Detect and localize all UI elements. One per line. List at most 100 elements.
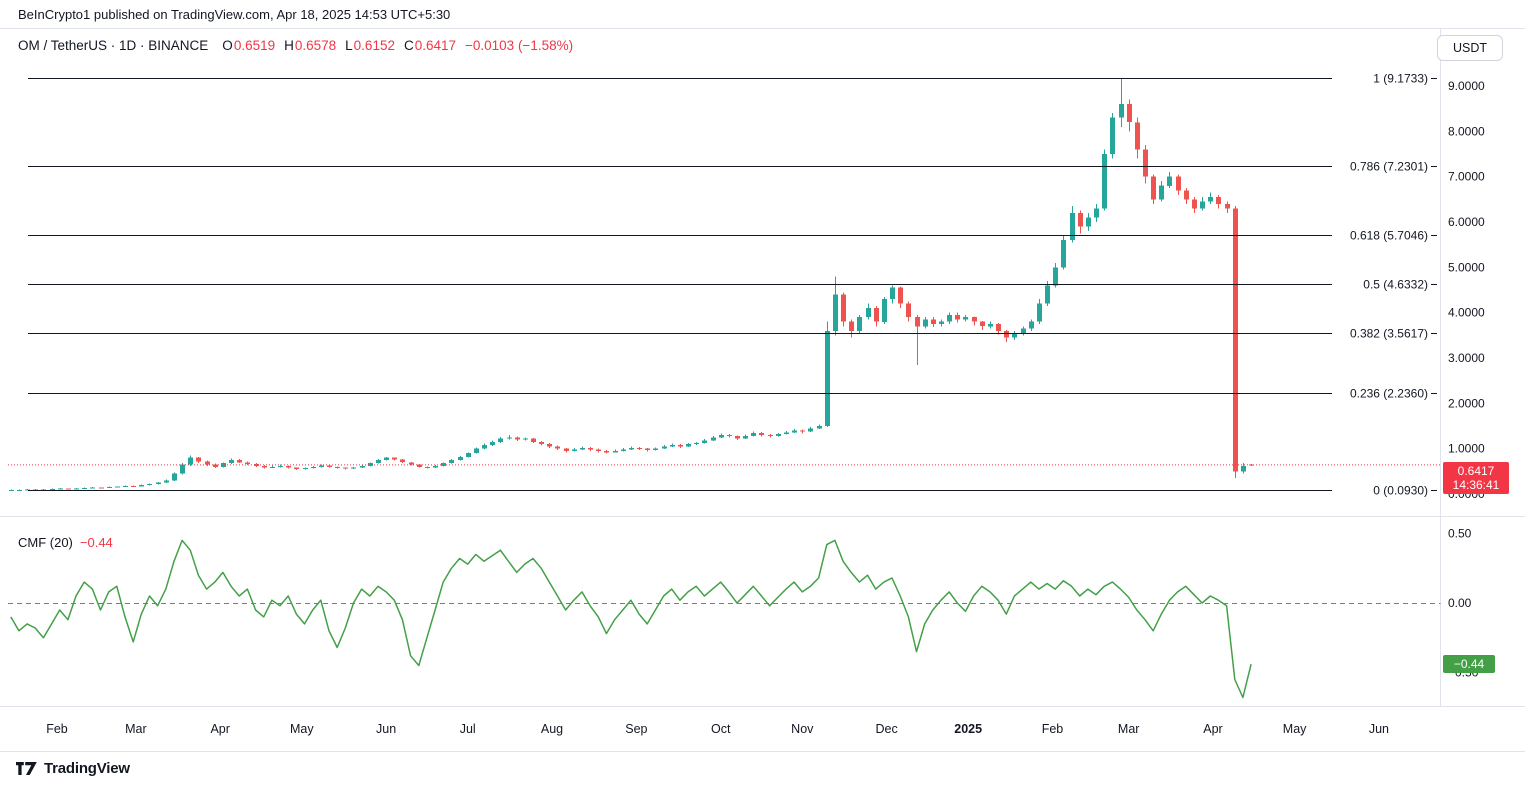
candle-body — [955, 314, 960, 320]
time-axis-label[interactable]: Feb — [1042, 722, 1064, 736]
time-axis-label[interactable]: May — [1283, 722, 1307, 736]
price-tick-label[interactable]: 6.0000 — [1448, 215, 1485, 229]
time-axis-label[interactable]: Jun — [1369, 722, 1389, 736]
time-axis-label[interactable]: Jun — [376, 722, 396, 736]
candle-body — [286, 465, 291, 468]
candle-body — [588, 447, 593, 450]
candle-body — [1135, 122, 1140, 150]
candle-body — [890, 287, 895, 299]
candle-body — [686, 444, 691, 447]
time-axis-label[interactable]: Apr — [210, 722, 229, 736]
candle-body — [188, 457, 193, 465]
candle-body — [849, 321, 854, 331]
candle-body — [1037, 303, 1042, 322]
candle-body — [694, 443, 699, 445]
candle-body — [857, 317, 862, 331]
candle-body — [409, 462, 414, 465]
candle-body — [417, 464, 422, 467]
cmf-tick-label[interactable]: 0.00 — [1448, 596, 1472, 610]
symbol-title[interactable]: OM / TetherUS · 1D · BINANCE — [18, 38, 209, 53]
price-tick-label[interactable]: 1.0000 — [1448, 442, 1485, 456]
candle-body — [523, 438, 528, 440]
candle-body — [1012, 333, 1017, 338]
time-axis-label[interactable]: Jul — [460, 722, 476, 736]
time-axis-label[interactable]: Dec — [875, 722, 897, 736]
time-axis-label[interactable]: Sep — [625, 722, 647, 736]
candle-body — [645, 448, 650, 451]
candle-body — [9, 489, 14, 491]
candle-body — [898, 287, 903, 304]
time-axis-label[interactable]: Nov — [791, 722, 814, 736]
time-axis-label[interactable]: Mar — [125, 722, 147, 736]
cmf-tick-label[interactable]: 0.50 — [1448, 527, 1472, 541]
candle-body — [939, 321, 944, 324]
candle-body — [784, 432, 789, 435]
candle-body — [17, 489, 22, 491]
candle-body — [164, 480, 169, 483]
candle-body — [1070, 212, 1075, 241]
open-label: O — [222, 38, 233, 53]
time-axis-label[interactable]: Feb — [46, 722, 68, 736]
candle-body — [99, 487, 104, 489]
candle-body — [711, 437, 716, 441]
candle-body — [1110, 117, 1115, 154]
price-tick-label[interactable]: 8.0000 — [1448, 124, 1485, 138]
candle-body — [327, 465, 332, 467]
time-axis-label[interactable]: 2025 — [954, 722, 982, 736]
time-axis-label[interactable]: May — [290, 722, 314, 736]
candle-body — [1053, 267, 1058, 286]
time-axis-label[interactable]: Aug — [541, 722, 563, 736]
fib-label: 0 (0.0930) — [1373, 484, 1428, 498]
time-axis-label[interactable]: Oct — [711, 722, 731, 736]
candle-body — [237, 460, 242, 463]
candle-body — [580, 447, 585, 450]
candle-body — [213, 464, 218, 467]
currency-toggle-button[interactable]: USDT — [1436, 35, 1503, 61]
candle-body — [1119, 104, 1124, 118]
price-tick-label[interactable]: 7.0000 — [1448, 170, 1485, 184]
low-group: L0.6152 — [345, 38, 395, 53]
price-tick-label[interactable]: 2.0000 — [1448, 396, 1485, 410]
time-axis-label[interactable]: Mar — [1118, 722, 1140, 736]
candle-body — [988, 324, 993, 327]
candle-body — [139, 484, 144, 487]
candle-body — [1192, 199, 1197, 209]
price-tick-label[interactable]: 3.0000 — [1448, 351, 1485, 365]
indicator-row: CMF (20) −0.44 — [18, 535, 113, 550]
change-value: −0.0103 (−1.58%) — [465, 38, 574, 53]
candle-body — [115, 486, 120, 488]
candle-body — [596, 449, 601, 451]
candle-body — [1061, 240, 1066, 268]
candle-body — [719, 435, 724, 438]
candle-body — [74, 488, 79, 490]
candle-body — [400, 459, 405, 463]
price-tick-label[interactable]: 9.0000 — [1448, 79, 1485, 93]
candle-body — [270, 466, 275, 468]
candle-body — [947, 314, 952, 322]
candle-body — [972, 317, 977, 322]
candle-body — [1249, 464, 1254, 466]
candle-body — [866, 308, 871, 318]
price-tick-label[interactable]: 4.0000 — [1448, 306, 1485, 320]
open-value: 0.6519 — [233, 38, 276, 53]
candle-body — [82, 488, 87, 490]
last-price-badge: 0.6417 14:36:41 — [1443, 462, 1509, 494]
candle-body — [564, 448, 569, 451]
chart-canvas[interactable]: 1 (9.1733) 0.786 (7.2301) 0.618 (5.7046) 0.… — [0, 29, 1525, 751]
time-axis-label[interactable]: Apr — [1203, 722, 1222, 736]
candle-body — [498, 438, 503, 442]
cmf-indicator-label[interactable]: CMF (20) — [18, 535, 73, 550]
fib-label: 0.382 (3.5617) — [1350, 327, 1428, 341]
tradingview-logo-icon[interactable] — [16, 761, 37, 775]
candle-body — [531, 438, 536, 442]
low-label: L — [345, 38, 353, 53]
attribution-text: BeInCrypto1 published on TradingView.com… — [18, 6, 451, 22]
candle-body — [147, 484, 152, 485]
candle-body — [482, 445, 487, 449]
high-group: H0.6578 — [284, 38, 336, 53]
candle-body — [466, 453, 471, 457]
tradingview-wordmark[interactable]: TradingView — [44, 759, 130, 777]
price-tick-label[interactable]: 5.0000 — [1448, 260, 1485, 274]
candle-body — [1184, 190, 1189, 200]
candle-body — [425, 466, 430, 468]
